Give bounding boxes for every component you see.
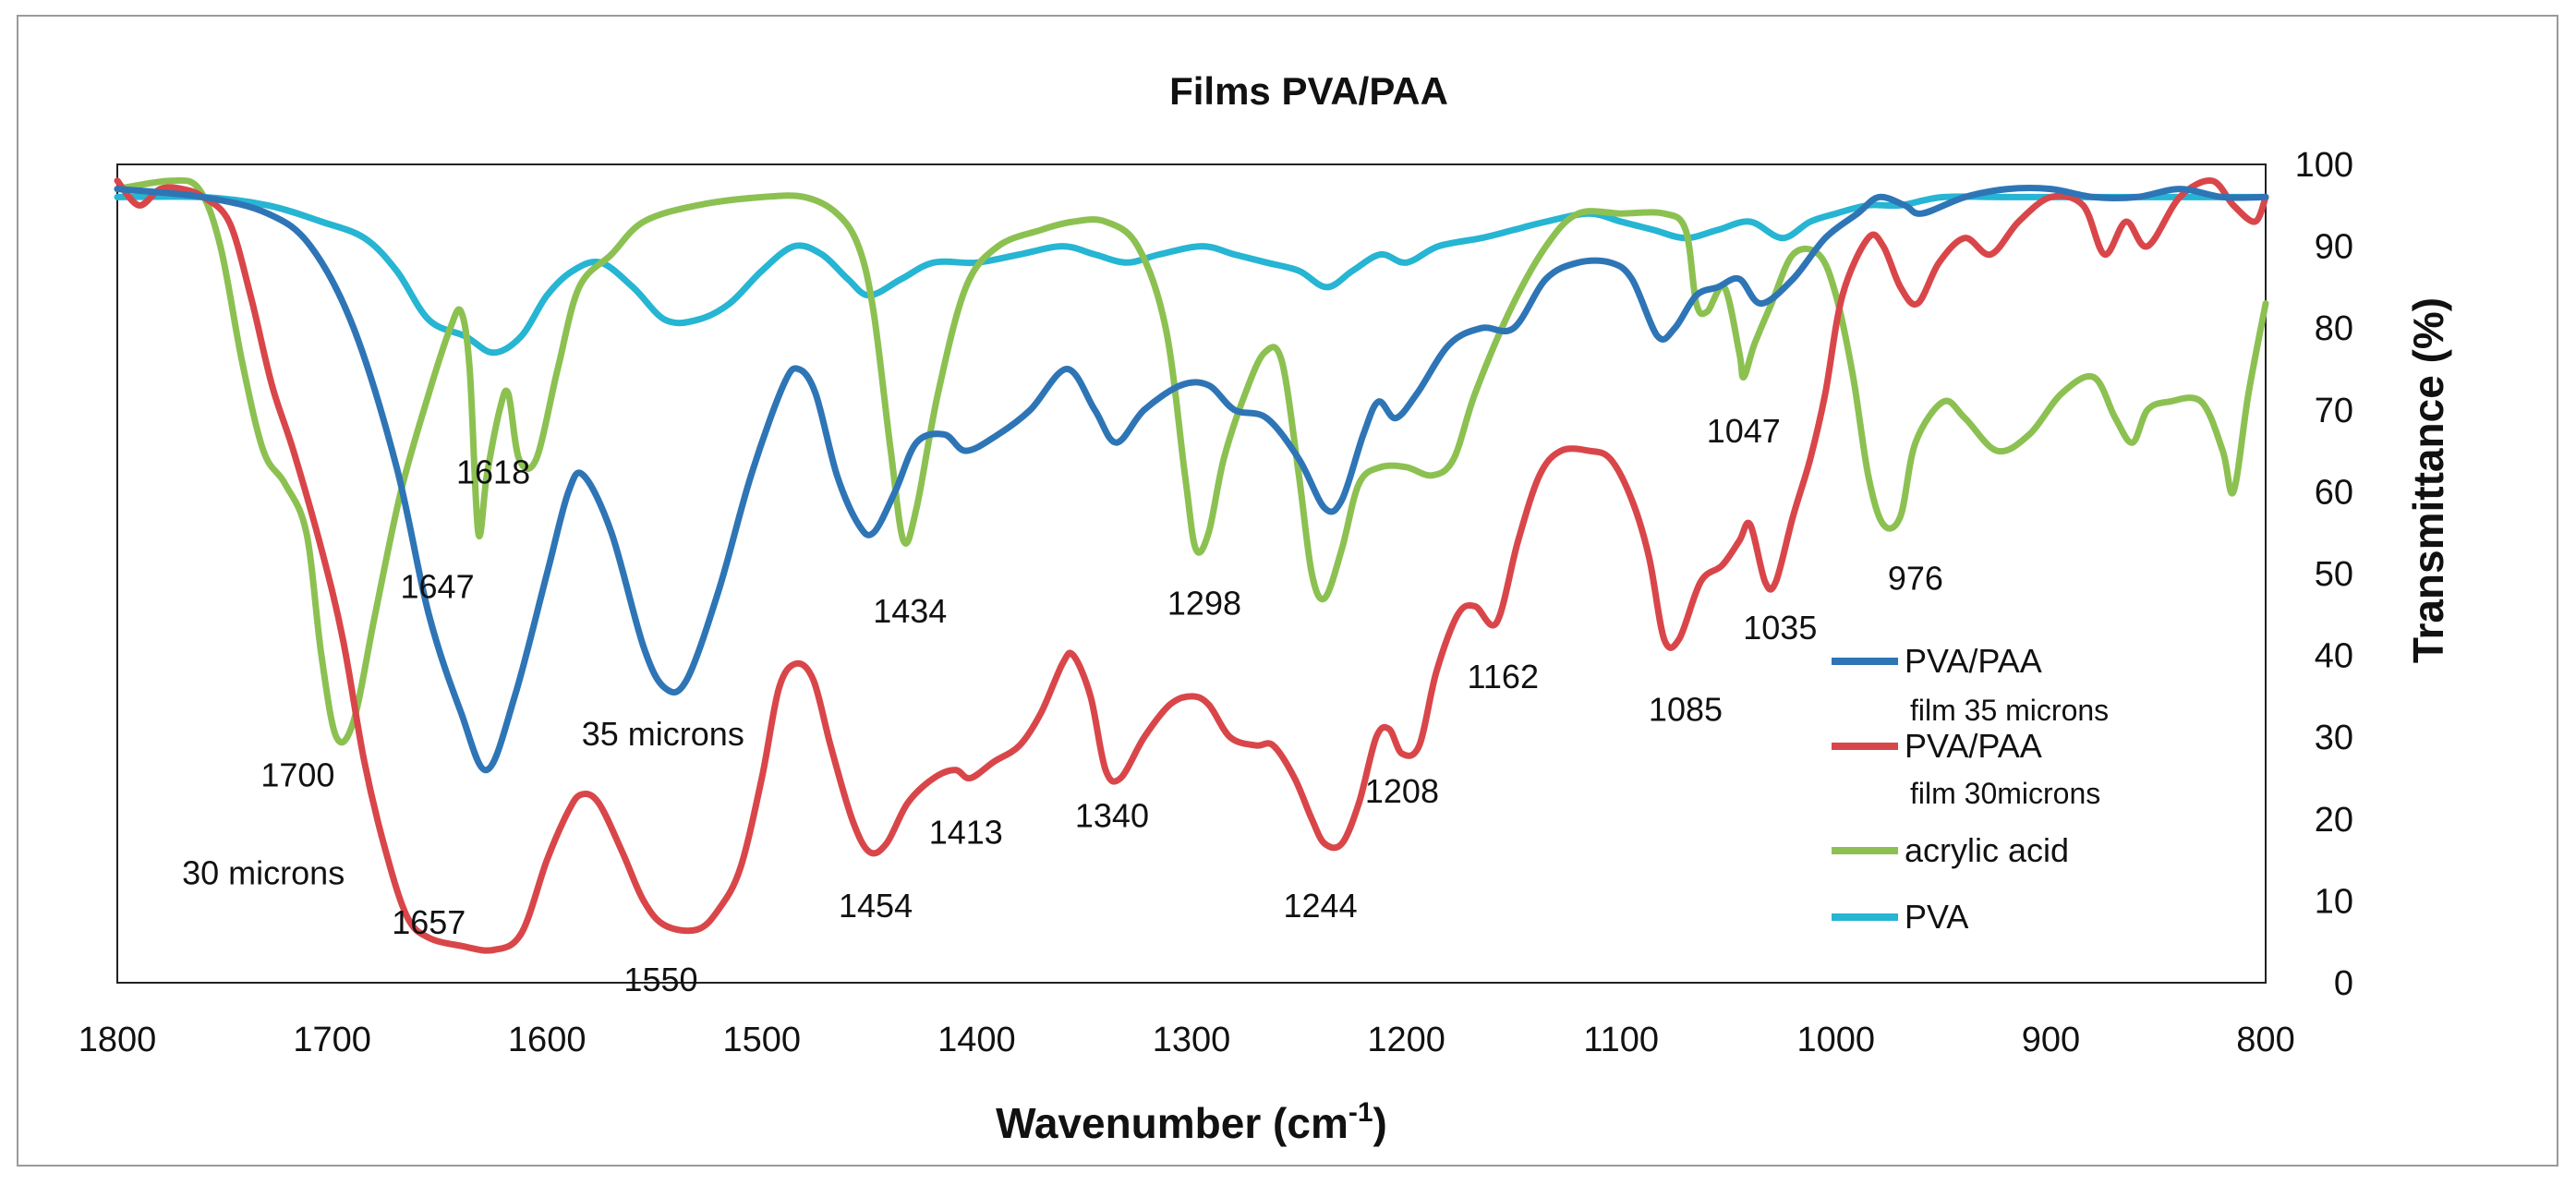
peak-annotation: 1434 bbox=[873, 592, 947, 630]
series-line-pva bbox=[114, 193, 2269, 357]
peak-annotation: 1618 bbox=[456, 453, 530, 491]
plot-area bbox=[116, 163, 2267, 984]
x-axis-title-sup: -1 bbox=[1348, 1097, 1373, 1128]
legend-label: acrylic acid bbox=[1905, 831, 2069, 869]
y-tick-label: 70 bbox=[2315, 392, 2353, 430]
x-axis-title-main: Wavenumber (cm bbox=[996, 1099, 1348, 1147]
peak-annotation: 1298 bbox=[1167, 584, 1241, 622]
chart-title: Films PVA/PAA bbox=[1169, 69, 1448, 113]
peak-annotation: 1035 bbox=[1743, 609, 1817, 647]
x-axis-ticks: 1800 1700 1600 1500 1400 1300 1200 1100 1000 900 8… bbox=[79, 1021, 2295, 1059]
x-tick-label: 1600 bbox=[508, 1021, 587, 1059]
peak-annotation: 1657 bbox=[392, 903, 466, 941]
y-axis-ticks: 0 10 20 30 40 50 60 70 80 90 100 bbox=[2295, 146, 2353, 1003]
x-tick-label: 1000 bbox=[1797, 1021, 1876, 1059]
peak-annotation: 1550 bbox=[623, 961, 697, 998]
x-tick-label: 1200 bbox=[1367, 1021, 1445, 1059]
peak-annotation: 30 microns bbox=[182, 854, 345, 892]
legend-sublabel: film 35 microns bbox=[1910, 694, 2109, 727]
x-tick-label: 1800 bbox=[79, 1021, 157, 1059]
legend-sublabel: film 30microns bbox=[1910, 777, 2100, 810]
y-axis-title: Transmittance (%) bbox=[2404, 297, 2452, 663]
peak-annotation: 1085 bbox=[1649, 690, 1723, 728]
y-tick-label: 40 bbox=[2315, 637, 2353, 676]
chart-frame bbox=[17, 15, 2558, 1167]
x-tick-label: 1100 bbox=[1583, 1021, 1659, 1059]
y-tick-label: 30 bbox=[2315, 719, 2353, 757]
y-tick-label: 100 bbox=[2295, 146, 2353, 185]
series-line-pva-paa-30 bbox=[114, 177, 2269, 954]
peak-annotation: 1340 bbox=[1075, 797, 1149, 835]
peak-annotation: 1413 bbox=[929, 813, 1003, 851]
y-tick-label: 10 bbox=[2315, 882, 2353, 921]
peak-annotation: 1647 bbox=[401, 568, 475, 606]
x-tick-label: 1300 bbox=[1153, 1021, 1231, 1059]
annotations: 1618 1647 1700 30 microns 1657 35 microns 1550… bbox=[182, 412, 1943, 998]
y-tick-label: 0 bbox=[2334, 964, 2353, 1003]
x-tick-label: 1400 bbox=[937, 1021, 1016, 1059]
x-tick-label: 1700 bbox=[293, 1021, 371, 1059]
y-tick-label: 90 bbox=[2315, 228, 2353, 267]
y-tick-label: 50 bbox=[2315, 555, 2353, 594]
peak-annotation: 1162 bbox=[1468, 658, 1539, 695]
peak-annotation: 1244 bbox=[1284, 887, 1358, 925]
series-lines bbox=[114, 176, 2269, 954]
x-tick-label: 900 bbox=[2022, 1021, 2080, 1059]
peak-annotation: 1454 bbox=[839, 887, 913, 925]
peak-annotation: 976 bbox=[1888, 560, 1943, 598]
y-tick-label: 80 bbox=[2315, 309, 2353, 348]
legend-label: PVA/PAA bbox=[1905, 727, 2042, 765]
peak-annotation: 35 microns bbox=[582, 715, 744, 753]
series-line-acrylic-acid bbox=[114, 176, 2269, 746]
legend-label: PVA/PAA bbox=[1905, 642, 2042, 680]
peak-annotation: 1208 bbox=[1365, 772, 1439, 810]
y-tick-label: 60 bbox=[2315, 473, 2353, 512]
x-tick-label: 1500 bbox=[723, 1021, 802, 1059]
series-line-pva-paa-35 bbox=[114, 184, 2269, 774]
legend-label: PVA bbox=[1905, 898, 1968, 936]
x-tick-label: 800 bbox=[2236, 1021, 2294, 1059]
x-axis-title: Wavenumber (cm-1) bbox=[996, 1097, 1387, 1147]
peak-annotation: 1700 bbox=[260, 756, 334, 793]
peak-annotation: 1047 bbox=[1707, 412, 1781, 450]
y-tick-label: 20 bbox=[2315, 801, 2353, 840]
x-axis-title-suffix: ) bbox=[1373, 1099, 1387, 1147]
